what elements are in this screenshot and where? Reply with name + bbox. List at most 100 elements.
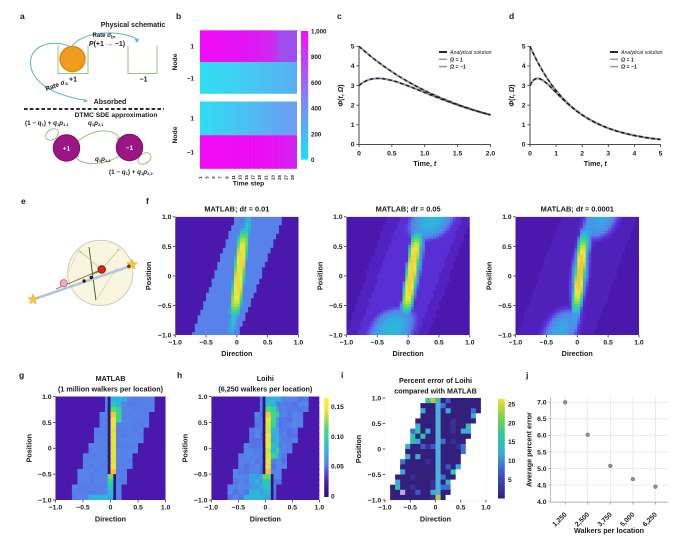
svg-text:Position: Position xyxy=(144,262,153,290)
svg-text:−1.0: −1.0 xyxy=(158,332,172,339)
svg-text:3: 3 xyxy=(351,83,355,90)
svg-text:Position: Position xyxy=(485,262,494,290)
svg-text:−1.0: −1.0 xyxy=(509,340,523,347)
svg-text:Ω = −1: Ω = −1 xyxy=(449,65,466,71)
svg-text:1: 1 xyxy=(190,44,194,51)
svg-text:−1.0: −1.0 xyxy=(49,505,63,512)
svg-text:1.0: 1.0 xyxy=(502,214,512,221)
svg-text:Direction: Direction xyxy=(221,349,252,358)
svg-text:6.5: 6.5 xyxy=(537,416,547,423)
svg-text:−0.5: −0.5 xyxy=(199,340,213,347)
svg-text:g: g xyxy=(19,370,24,380)
svg-text:4: 4 xyxy=(522,63,526,70)
svg-text:0.5: 0.5 xyxy=(456,505,466,512)
svg-text:−0.5: −0.5 xyxy=(76,505,90,512)
svg-text:−1.0: −1.0 xyxy=(194,497,208,504)
svg-text:13: 13 xyxy=(237,175,242,180)
svg-text:0: 0 xyxy=(331,494,335,501)
svg-text:4: 4 xyxy=(351,63,355,70)
svg-text:1: 1 xyxy=(351,122,355,129)
svg-text:Direction: Direction xyxy=(420,515,451,524)
svg-text:5.0: 5.0 xyxy=(537,466,547,473)
svg-text:5: 5 xyxy=(211,176,216,179)
svg-text:600: 600 xyxy=(311,80,322,87)
svg-text:Physical schematic: Physical schematic xyxy=(101,22,166,29)
svg-text:4.5: 4.5 xyxy=(537,482,547,489)
svg-text:Position: Position xyxy=(24,434,33,462)
svg-text:0.5: 0.5 xyxy=(502,244,512,251)
svg-text:7: 7 xyxy=(218,176,223,179)
svg-text:q1p2,1: q1p2,1 xyxy=(88,120,104,127)
svg-text:6.0: 6.0 xyxy=(537,433,547,440)
svg-text:0: 0 xyxy=(339,273,343,280)
svg-text:−1.0: −1.0 xyxy=(340,340,354,347)
svg-text:Ω = 1: Ω = 1 xyxy=(620,57,634,63)
svg-text:1.0: 1.0 xyxy=(198,394,208,401)
svg-text:0: 0 xyxy=(528,151,532,158)
svg-text:−0.5: −0.5 xyxy=(371,340,385,347)
svg-text:1.0: 1.0 xyxy=(634,340,644,347)
svg-text:1.0: 1.0 xyxy=(333,214,343,221)
svg-text:0: 0 xyxy=(434,505,438,512)
svg-text:0: 0 xyxy=(311,157,315,164)
svg-text:17: 17 xyxy=(251,175,256,180)
svg-text:Ω = 1: Ω = 1 xyxy=(449,57,463,63)
svg-text:5: 5 xyxy=(508,477,512,484)
svg-text:0.5: 0.5 xyxy=(387,151,397,158)
svg-text:4: 4 xyxy=(633,151,637,158)
svg-text:1,000: 1,000 xyxy=(311,29,327,36)
svg-text:(1 million walkers per locatio: (1 million walkers per location) xyxy=(58,385,164,394)
svg-text:200: 200 xyxy=(311,131,322,138)
svg-text:(6,250 walkers per location): (6,250 walkers per location) xyxy=(218,385,312,394)
svg-text:0: 0 xyxy=(351,142,355,149)
svg-text:1.0: 1.0 xyxy=(465,340,475,347)
svg-text:0.5: 0.5 xyxy=(288,505,298,512)
svg-text:Node: Node xyxy=(172,53,179,70)
svg-text:f: f xyxy=(146,196,149,206)
svg-text:1: 1 xyxy=(190,116,194,123)
svg-text:Direction: Direction xyxy=(393,349,424,358)
svg-text:−1.0: −1.0 xyxy=(368,497,382,504)
svg-text:0.5: 0.5 xyxy=(162,244,172,251)
svg-text:15: 15 xyxy=(508,439,516,446)
svg-text:1.5: 1.5 xyxy=(453,151,463,158)
svg-text:h: h xyxy=(177,370,182,380)
svg-text:−1.0: −1.0 xyxy=(168,340,182,347)
svg-text:0.5: 0.5 xyxy=(372,421,382,428)
svg-text:0: 0 xyxy=(48,446,52,453)
svg-text:+1: +1 xyxy=(63,146,71,153)
svg-text:0.15: 0.15 xyxy=(331,404,344,411)
svg-text:−1.0: −1.0 xyxy=(329,332,343,339)
svg-text:2.0: 2.0 xyxy=(486,151,496,158)
svg-text:Average percent error: Average percent error xyxy=(525,412,534,487)
svg-text:Time step: Time step xyxy=(233,181,265,188)
svg-text:MATLAB: MATLAB xyxy=(96,374,126,383)
svg-text:1: 1 xyxy=(522,122,526,129)
svg-text:0: 0 xyxy=(204,446,208,453)
svg-text:−1.0: −1.0 xyxy=(38,497,52,504)
svg-text:Position: Position xyxy=(315,262,324,290)
svg-text:27: 27 xyxy=(283,175,288,180)
svg-text:11: 11 xyxy=(231,175,236,180)
svg-text:−0.5: −0.5 xyxy=(498,303,512,310)
svg-text:25: 25 xyxy=(277,175,282,180)
svg-text:1: 1 xyxy=(198,176,203,179)
svg-text:−1: −1 xyxy=(187,76,195,83)
svg-text:Position: Position xyxy=(354,435,363,463)
svg-text:e: e xyxy=(21,196,26,206)
svg-text:800: 800 xyxy=(311,54,322,61)
svg-text:−0.5: −0.5 xyxy=(158,303,172,310)
svg-text:−0.5: −0.5 xyxy=(368,472,382,479)
svg-text:Walkers per location: Walkers per location xyxy=(574,526,644,535)
svg-text:1.0: 1.0 xyxy=(161,505,171,512)
svg-text:Absorbed: Absorbed xyxy=(94,99,127,106)
svg-text:19: 19 xyxy=(257,175,262,180)
svg-text:−1: −1 xyxy=(126,145,134,152)
svg-text:−1.0: −1.0 xyxy=(205,505,219,512)
svg-text:23: 23 xyxy=(270,175,275,180)
svg-text:0.5: 0.5 xyxy=(198,420,208,427)
svg-text:c: c xyxy=(337,11,342,21)
svg-text:0.5: 0.5 xyxy=(133,505,143,512)
svg-text:3: 3 xyxy=(606,151,610,158)
svg-text:9: 9 xyxy=(224,176,229,179)
